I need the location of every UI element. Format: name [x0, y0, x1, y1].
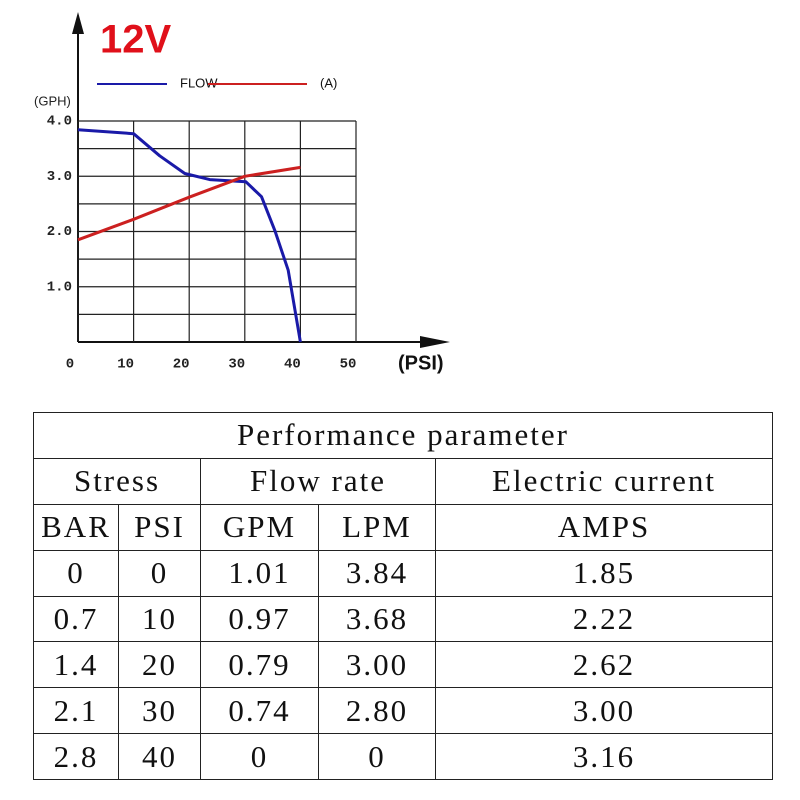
column-header: AMPS: [435, 503, 773, 551]
legend-label: (A): [320, 75, 337, 90]
column-header: LPM: [318, 503, 436, 551]
column-header: BAR: [33, 503, 119, 551]
table-cell: 3.16: [435, 733, 773, 780]
table-row: 0 0 1.01 3.84 1.85: [33, 549, 773, 597]
table-cell: 30: [118, 687, 201, 735]
legend-label: FLOW: [180, 75, 218, 90]
table-cell: 2.80: [318, 687, 436, 735]
chart-title: 12V: [100, 18, 171, 62]
column-header: PSI: [118, 503, 201, 551]
x-tick-label: 0: [66, 357, 74, 373]
y-tick-label: 1.0: [47, 279, 72, 295]
table-cell: 0.97: [200, 595, 319, 643]
x-tick-label: 30: [228, 357, 245, 373]
table-cell: 2.1: [33, 687, 119, 735]
table-cell: 0: [33, 549, 119, 597]
table-cell: 2.8: [33, 733, 119, 780]
table-title: Performance parameter: [33, 412, 773, 459]
table-cell: 0.7: [33, 595, 119, 643]
table-cell: 3.68: [318, 595, 436, 643]
data-line: [77, 165, 301, 242]
table-row: 1.4 20 0.79 3.00 2.62: [33, 641, 773, 689]
table-cell: 3.00: [435, 687, 773, 735]
table-cell: 10: [118, 595, 201, 643]
table-cell: 1.01: [200, 549, 319, 597]
table-cell: 3.00: [318, 641, 436, 689]
group-header: Electric current: [435, 457, 773, 505]
table-cell: 20: [118, 641, 201, 689]
table-cell: 0: [318, 733, 436, 780]
table-row: 2.1 30 0.74 2.80 3.00: [33, 687, 773, 735]
table-cell: 1.85: [435, 549, 773, 597]
group-header: Flow rate: [200, 457, 436, 505]
x-tick-label: 10: [117, 357, 134, 373]
table-cell: 2.62: [435, 641, 773, 689]
group-header: Stress: [33, 457, 201, 505]
x-tick-label: 40: [284, 357, 301, 373]
table-cell: 40: [118, 733, 201, 780]
table-cell: 2.22: [435, 595, 773, 643]
x-arrow: [420, 336, 450, 348]
table-cell: 3.84: [318, 549, 436, 597]
table-row: 2.8 40 0 0 3.16: [33, 733, 773, 780]
y-arrow: [72, 12, 84, 34]
y-tick-label: 2.0: [47, 224, 72, 240]
performance-table: Performance parameter Stress Flow rate E…: [33, 412, 773, 780]
column-header: GPM: [200, 503, 319, 551]
y-tick-label: 3.0: [47, 169, 72, 185]
x-tick-label: 50: [340, 357, 357, 373]
x-axis-label: (PSI): [398, 352, 444, 374]
y-tick-label: 4.0: [47, 114, 72, 130]
table-cell: 0: [200, 733, 319, 780]
y-axis-label: (GPH): [34, 93, 71, 108]
table-row: 0.7 10 0.97 3.68 2.22: [33, 595, 773, 643]
table-cell: 0.79: [200, 641, 319, 689]
x-tick-label: 20: [173, 357, 190, 373]
table-cell: 0.74: [200, 687, 319, 735]
table-cell: 1.4: [33, 641, 119, 689]
table-cell: 0: [118, 549, 201, 597]
chart: 12V (GPH) (PSI) 0 10 20 30 40 50 1.0 2.0 3.0 4.0 F…: [34, 12, 450, 374]
data-line: [77, 128, 302, 343]
